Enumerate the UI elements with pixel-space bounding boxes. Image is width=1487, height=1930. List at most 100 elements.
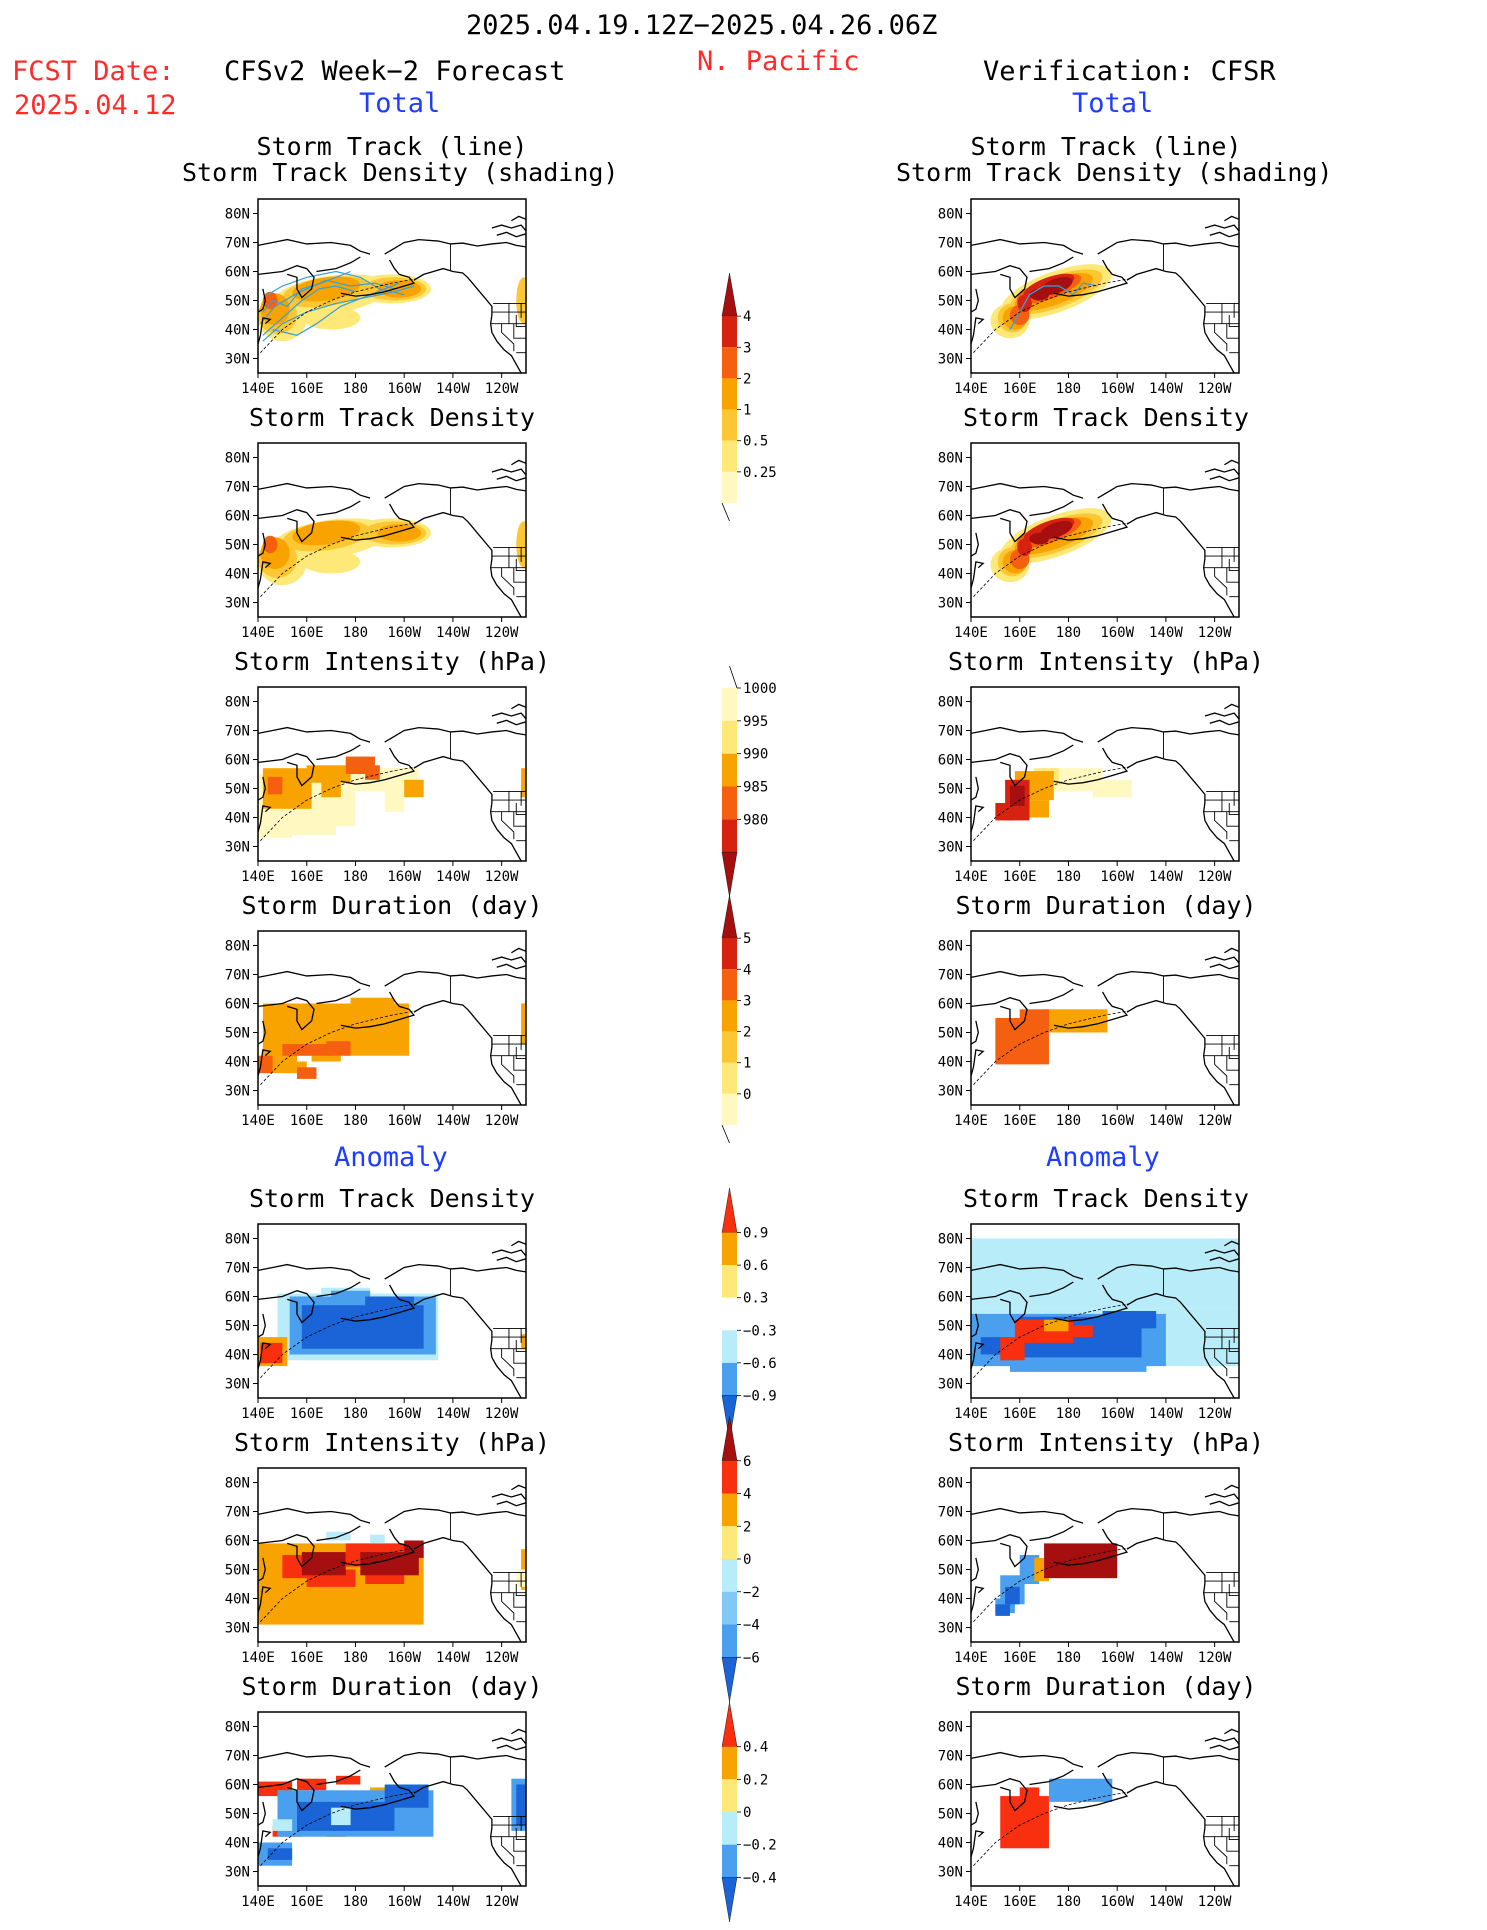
colorbar-tick-label: 4 [743,309,751,325]
lat-tick-label: 80N [938,1232,963,1248]
lon-tick-label: 140W [436,1113,470,1129]
lat-tick-label: 80N [938,939,963,955]
lat-tick-label: 30N [225,840,250,856]
lon-tick-label: 160E [1003,381,1037,397]
colorbar-tick-label: 3 [743,993,751,1009]
lon-tick-label: 160E [1003,1113,1037,1129]
right-p6-title: Storm Intensity (hPa) [947,1428,1265,1457]
colorbar-tick-label: −0.6 [743,1356,777,1372]
map-right-5: 80N 70N 60N 50N 40N 30N 140E 160E 180 160W 140W 120… [938,1223,1240,1422]
lon-tick-label: 180 [1056,381,1081,397]
colorbar-tick-label: 1 [743,1056,751,1072]
left-p1-title-shading: Storm Track Density (shading) [182,158,619,187]
right-column-title: Verification: CFSR [983,56,1276,87]
map-right-6: 80N 70N 60N 50N 40N 30N 140E 160E 180 160W 140W 120… [938,1467,1240,1666]
colorbar-tick-label: −0.2 [743,1838,777,1854]
lat-tick-label: 70N [938,1749,963,1765]
lon-tick-label: 120W [1198,869,1232,885]
lon-tick-label: 180 [343,1650,368,1666]
lon-tick-label: 140W [436,869,470,885]
lat-tick-label: 60N [938,265,963,281]
lon-tick-label: 120W [485,1406,519,1422]
lat-tick-label: 80N [225,939,250,955]
lat-tick-label: 70N [225,1505,250,1521]
lon-tick-label: 180 [1056,1650,1081,1666]
lat-tick-label: 70N [938,236,963,252]
lon-tick-label: 120W [485,381,519,397]
right-anomaly-label: Anomaly [1046,1142,1160,1173]
lat-tick-label: 60N [225,1534,250,1550]
lat-tick-label: 70N [225,480,250,496]
lat-tick-label: 80N [225,451,250,467]
lat-tick-label: 70N [938,1261,963,1277]
colorbar-tick-label: 4 [743,962,751,978]
lon-tick-label: 160W [387,381,421,397]
lon-tick-label: 140E [954,1113,988,1129]
lat-tick-label: 40N [938,1836,963,1852]
lon-tick-label: 140W [1149,1406,1183,1422]
lat-tick-label: 80N [938,695,963,711]
left-total-label: Total [359,88,441,119]
colorbar-tick-label: 980 [743,812,768,828]
period-title: 2025.04.19.12Z−2025.04.26.06Z [466,10,938,41]
left-anomaly-label: Anomaly [334,1142,448,1173]
lat-tick-label: 40N [938,1055,963,1071]
lat-tick-label: 40N [225,567,250,583]
lon-tick-label: 160W [1100,1406,1134,1422]
right-p1-title-line: Storm Track (line) [970,132,1242,161]
lat-tick-label: 80N [225,1232,250,1248]
lon-tick-label: 120W [1198,1650,1232,1666]
lon-tick-label: 160W [1100,869,1134,885]
lat-tick-label: 60N [225,265,250,281]
lat-tick-label: 60N [938,1534,963,1550]
left-p4-title: Storm Duration (day) [241,891,543,920]
lat-tick-label: 60N [938,1778,963,1794]
colorbar-tick-label: 0 [743,1552,751,1568]
left-p7-title: Storm Duration (day) [241,1672,543,1701]
colorbar-tick-label: 0.5 [743,434,768,450]
map-left-5: 80N 70N 60N 50N 40N 30N 140E 160E 180 160W 140W 120… [225,1223,527,1422]
lon-tick-label: 160E [290,625,324,641]
lon-tick-label: 140W [436,381,470,397]
lon-tick-label: 160W [387,869,421,885]
right-p7-title: Storm Duration (day) [955,1672,1257,1701]
right-p5-title: Storm Track Density [963,1184,1249,1213]
lon-tick-label: 180 [1056,1406,1081,1422]
lon-tick-label: 160W [387,1113,421,1129]
right-p1-title-shading: Storm Track Density (shading) [896,158,1333,187]
map-right-2: 80N 70N 60N 50N 40N 30N 140E 160E 180 160W 140W 120… [938,442,1240,641]
lon-tick-label: 180 [343,1894,368,1910]
lon-tick-label: 140E [241,869,275,885]
lat-tick-label: 60N [225,509,250,525]
lon-tick-label: 160E [290,869,324,885]
colorbar-duration-total: 5 4 3 2 1 0 [721,894,751,1144]
lat-tick-label: 70N [938,480,963,496]
colorbar-tick-label: −0.4 [743,1870,777,1886]
lat-tick-label: 40N [938,1592,963,1608]
lat-tick-label: 30N [225,352,250,368]
lat-tick-label: 40N [225,1055,250,1071]
lon-tick-label: 160E [290,381,324,397]
colorbar-tick-label: 3 [743,340,751,356]
lat-tick-label: 80N [225,207,250,223]
lon-tick-label: 180 [343,869,368,885]
lon-tick-label: 140E [954,1406,988,1422]
lon-tick-label: 160W [387,625,421,641]
lat-tick-label: 70N [225,724,250,740]
lat-tick-label: 30N [938,1621,963,1637]
lon-tick-label: 140W [1149,625,1183,641]
colorbar-tick-label: 985 [743,780,768,796]
lat-tick-label: 30N [938,1084,963,1100]
lon-tick-label: 160W [1100,381,1134,397]
colorbar-tick-label: 0.25 [743,465,777,481]
lon-tick-label: 160E [290,1113,324,1129]
colorbar-tick-label: 1 [743,403,751,419]
colorbar-tick-label: 0 [743,1805,751,1821]
lat-tick-label: 40N [938,811,963,827]
lat-tick-label: 50N [938,1319,963,1335]
map-left-1: 80N 70N 60N 50N 40N 30N 140E 160E 180 160W 140W 120… [225,198,527,397]
lon-tick-label: 160E [290,1406,324,1422]
fcst-date-label: FCST Date: [12,56,175,87]
colorbar-tick-label: 2 [743,1025,751,1041]
colorbar-tick-label: −2 [743,1585,760,1601]
